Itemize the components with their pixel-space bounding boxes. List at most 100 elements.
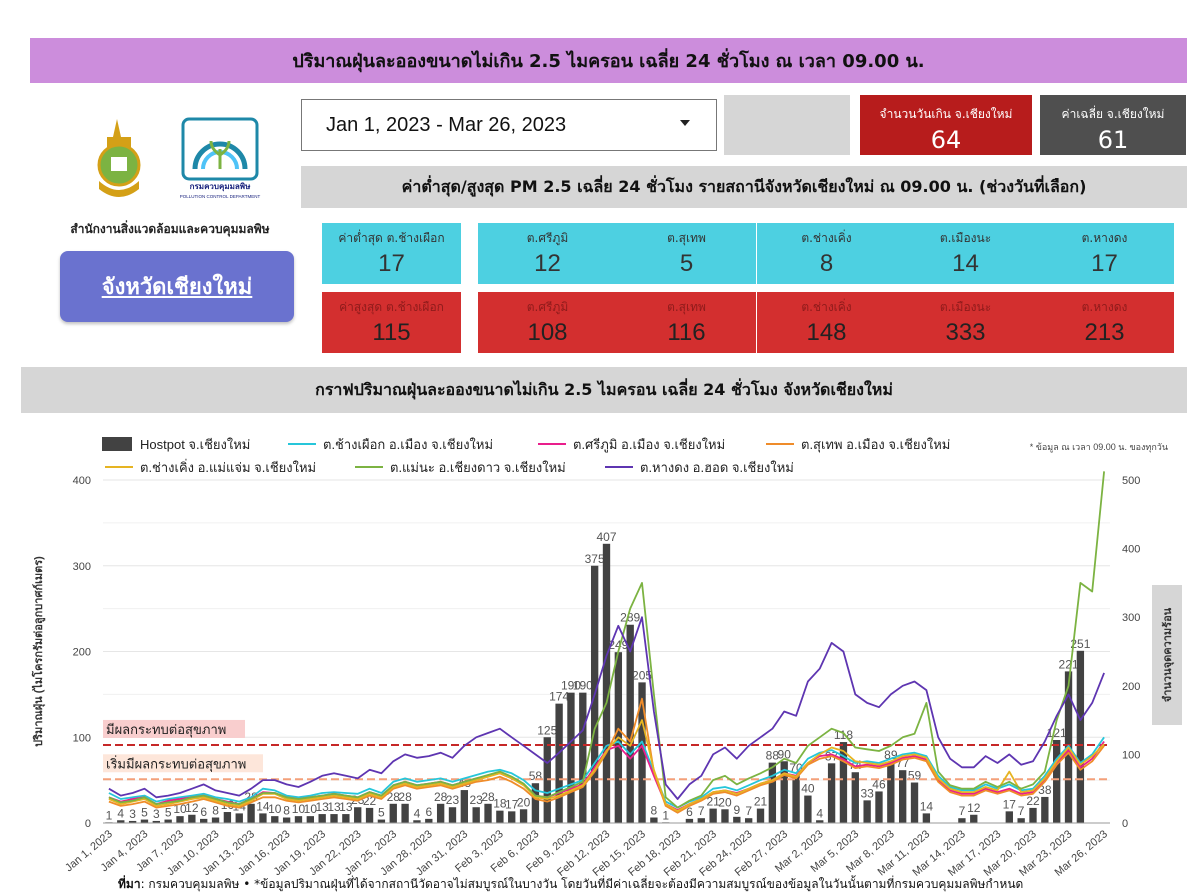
station-max-value: 333 (945, 319, 986, 346)
hotspot-bar (721, 809, 729, 823)
hotspot-data-label: 7 (959, 804, 966, 818)
hotspot-bar (579, 692, 587, 823)
hotspot-bar (839, 742, 848, 823)
hotspot-bar (567, 692, 575, 823)
legend-label: Hostpot จ.เชียงใหม่ (140, 437, 250, 452)
hotspot-data-label: 3 (153, 807, 160, 821)
hotspot-bar (638, 682, 646, 823)
hotspot-data-label: 33 (860, 786, 874, 800)
hotspot-bar (970, 814, 978, 823)
station-max-value: 115 (372, 319, 411, 346)
hotspot-data-label: 20 (517, 795, 531, 809)
hotspot-data-label: 4 (816, 806, 823, 820)
pm25-chart: 0 100 200 300 400 0 100 200 300 400 500 ปริมาณฝุ่น … (31, 437, 1182, 879)
station-min-card: ต.ช่างเคิ่ง 8 (757, 223, 896, 284)
station-min-card: ต.สุเทพ 5 (617, 223, 756, 284)
hotspot-bar (756, 808, 765, 823)
hotspot-data-label: 251 (1070, 637, 1090, 651)
hotspot-bar (887, 761, 895, 823)
station-max-label: ค่าสูงสุด ต.ช้างเผือก (339, 300, 444, 314)
hotspot-bar (235, 813, 243, 823)
hotspot-data-label: 17 (505, 797, 519, 811)
hotspot-bar (176, 816, 184, 823)
hotspot-data-label: 12 (185, 801, 199, 815)
station-max-label: ต.ช่างเคิ่ง (801, 300, 852, 314)
hotspot-bar (484, 803, 492, 823)
hotspot-bar (733, 816, 741, 823)
station-max-card: ต.หางดง 213 (1035, 292, 1174, 353)
hotspot-data-label: 4 (117, 806, 124, 820)
exceed-days-value: 64 (930, 126, 962, 154)
pcd-logo-text: กรมควบคุมมลพิษ (190, 182, 251, 192)
hotspot-data-label: 28 (387, 790, 401, 804)
hotspot-data-label: 10 (292, 802, 306, 816)
exceed-days-scorecard: จำนวนวันเกิน จ.เชียงใหม่ 64 (860, 95, 1032, 155)
station-min-label: ต.สุเทพ (667, 231, 706, 245)
hotspot-data-label: 89 (884, 748, 898, 762)
hotspot-data-label: 21 (706, 795, 720, 809)
hotspot-bar (389, 803, 397, 823)
hotspot-bar (1005, 811, 1013, 823)
hotspot-bar (496, 810, 504, 823)
legend-label: ต.สุเทพ อ.เมือง จ.เชียงใหม่ (801, 437, 950, 453)
hotspot-bar (472, 807, 480, 823)
station-max-value: 213 (1084, 319, 1125, 346)
station-max-label: ต.หางดง (1081, 300, 1128, 314)
page-title: ปริมาณฝุ่นละอองขนาดไม่เกิน 2.5 ไมครอน เฉ… (30, 38, 1187, 83)
hotspot-data-label: 13 (339, 800, 353, 814)
hotspot-bar (460, 790, 469, 823)
agency-logos: กรมควบคุมมลพิษ POLLUTION CONTROL DEPARTM… (97, 117, 261, 199)
hotspot-data-label: 249 (608, 638, 628, 652)
hotspot-bar (259, 813, 267, 823)
hotspot-data-label: 10 (268, 802, 282, 816)
station-min-label: ค่าต่ำสุด ต.ช้างเผือก (338, 231, 445, 245)
station-max-label: ต.สุเทพ (667, 300, 706, 314)
y-tick-label: 200 (73, 647, 91, 659)
hotspot-data-label: 13 (327, 800, 341, 814)
hotspot-data-label: 121 (1047, 726, 1067, 740)
y2-tick-label: 300 (1122, 612, 1140, 624)
hotspot-data-label: 1 (662, 808, 669, 822)
y2-tick-label: 100 (1122, 749, 1140, 761)
hotspot-data-label: 10 (173, 802, 187, 816)
hotspot-bar (247, 803, 255, 823)
station-min-label: ต.หางดง (1081, 231, 1128, 245)
hotspot-bar (365, 807, 374, 823)
y-tick-label: 300 (73, 561, 91, 573)
station-min-value: 12 (534, 250, 561, 277)
pcd-logo-sub: POLLUTION CONTROL DEPARTMENT (180, 194, 261, 199)
station-min-card: ต.เมืองนะ 14 (896, 223, 1035, 284)
hotspot-data-label: 14 (256, 799, 270, 813)
station-max-label: ต.ศรีภูมิ (526, 300, 569, 314)
hotspot-data-label: 5 (378, 806, 385, 820)
station-max-value: 108 (527, 319, 568, 346)
hotspot-data-label: 13 (315, 800, 329, 814)
hotspot-data-label: 23 (446, 793, 460, 807)
date-range-picker[interactable]: Jan 1, 2023 - Mar 26, 2023 (301, 99, 717, 151)
station-max-value: 148 (806, 319, 847, 346)
minmax-title: ค่าต่ำสุด/สูงสุด PM 2.5 เฉลี่ย 24 ชั่วโม… (301, 166, 1187, 208)
series-line (108, 616, 1105, 800)
hotspot-bar (863, 800, 871, 823)
average-scorecard: ค่าเฉลี่ย จ.เชียงใหม่ 61 (1040, 95, 1186, 155)
station-max-card: ต.ศรีภูมิ 108 (478, 292, 617, 353)
hotspot-bar (152, 820, 160, 823)
hotspot-bar (1017, 818, 1025, 823)
y2-axis-title-box (1152, 585, 1182, 725)
legend-label: ต.ช้างเผือก อ.เมือง จ.เชียงใหม่ (323, 437, 493, 452)
hotspot-bar (922, 813, 931, 823)
hotspot-bar (508, 811, 516, 823)
province-button[interactable]: จังหวัดเชียงใหม่ (60, 251, 294, 322)
hotspot-data-label: 23 (470, 793, 484, 807)
hotspot-data-label: 407 (596, 530, 616, 544)
hotspot-data-label: 28 (481, 790, 495, 804)
blank-panel (724, 95, 850, 155)
hotspot-bar (223, 812, 232, 823)
hotspot-bar (117, 820, 125, 823)
reference-label: มีผลกระทบต่อสุขภาพ (106, 722, 226, 738)
y-tick-label: 400 (73, 475, 91, 487)
y-tick-label: 100 (73, 732, 91, 744)
hotspot-bar (626, 624, 634, 823)
hotspot-data-label: 14 (920, 799, 934, 813)
station-min-card: ค่าต่ำสุด ต.ช้างเผือก 17 (322, 223, 461, 284)
